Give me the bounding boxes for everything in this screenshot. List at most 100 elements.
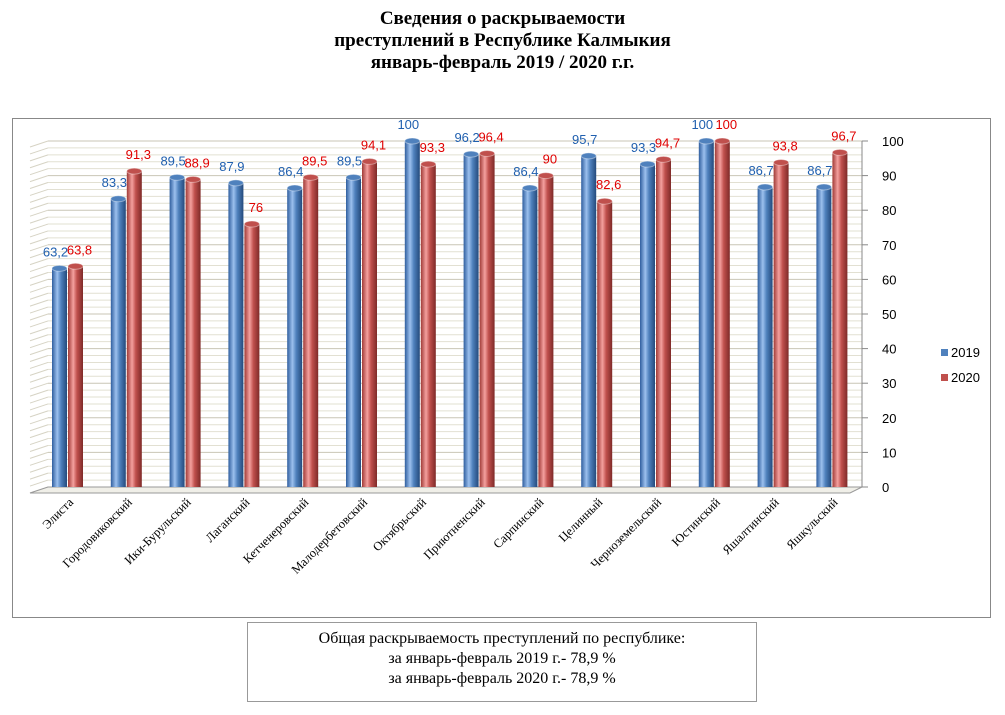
y-tick-label: 50 bbox=[882, 307, 896, 322]
legend-label-2019: 2019 bbox=[951, 345, 980, 360]
gridline-side bbox=[29, 431, 49, 439]
bar-2020 bbox=[244, 224, 260, 488]
bar-2020 bbox=[538, 175, 554, 487]
gridline-side bbox=[29, 251, 49, 259]
data-label-2020: 90 bbox=[543, 152, 557, 167]
gridline-side bbox=[29, 223, 49, 231]
gridline-side bbox=[29, 188, 49, 196]
data-label-2019: 95,7 bbox=[572, 132, 597, 147]
bar-top-2020 bbox=[773, 158, 790, 166]
gridline-side bbox=[29, 292, 49, 300]
gridline-side bbox=[29, 175, 49, 183]
summary-box: Общая раскрываемость преступлений по рес… bbox=[247, 622, 757, 702]
legend-label-2020: 2020 bbox=[951, 370, 980, 385]
summary-line-2: за январь-февраль 2019 г.- 78,9 % bbox=[388, 650, 616, 667]
gridline-side bbox=[29, 368, 49, 376]
gridline-side bbox=[29, 327, 49, 335]
gridline-side bbox=[29, 375, 49, 383]
gridline-side bbox=[29, 438, 49, 446]
gridline-side bbox=[29, 154, 49, 162]
data-label-2019: 93,3 bbox=[631, 140, 656, 155]
gridline-side bbox=[29, 209, 49, 217]
data-label-2019: 86,4 bbox=[513, 164, 538, 179]
x-tick-label: Целинный bbox=[556, 495, 606, 545]
bar-top-2020 bbox=[126, 167, 143, 175]
bar-top-2019 bbox=[110, 195, 127, 203]
bar-top-2019 bbox=[51, 264, 68, 272]
bar-2019 bbox=[640, 164, 655, 487]
bar-2019 bbox=[698, 141, 714, 487]
bar-top-2019 bbox=[169, 173, 186, 181]
data-label-2019: 86,7 bbox=[807, 163, 832, 178]
x-tick-label: Лаганский bbox=[203, 495, 253, 545]
gridline-side bbox=[29, 272, 49, 279]
chart-title: Сведения о раскрываемости преступлений в… bbox=[0, 8, 1005, 74]
gridline-side bbox=[29, 479, 49, 487]
bar-top-2019 bbox=[639, 160, 656, 168]
gridline-side bbox=[29, 313, 49, 321]
bar-2020 bbox=[185, 179, 201, 487]
bar-top-2019 bbox=[580, 152, 597, 160]
data-label-2019: 86,7 bbox=[748, 163, 773, 178]
y-tick-label: 100 bbox=[882, 134, 904, 149]
gridline-side bbox=[29, 237, 49, 245]
bar-2020 bbox=[303, 177, 319, 487]
bar-top-2020 bbox=[361, 157, 378, 165]
bar-top-2020 bbox=[537, 172, 554, 180]
gridline-side bbox=[29, 182, 49, 189]
bar-2020 bbox=[773, 162, 789, 487]
x-tick-label: Яшкульский bbox=[784, 495, 841, 552]
gridline-side bbox=[29, 348, 49, 356]
data-label-2020: 93,8 bbox=[772, 138, 797, 153]
bar-2019 bbox=[52, 268, 67, 487]
gridline-side bbox=[29, 230, 49, 238]
gridline-side bbox=[29, 465, 49, 473]
data-label-2020: 76 bbox=[249, 200, 263, 215]
gridline-side bbox=[29, 396, 49, 404]
bar-top-2020 bbox=[185, 175, 202, 183]
bar-top-2020 bbox=[596, 197, 613, 205]
y-tick-label: 70 bbox=[882, 238, 896, 253]
data-label-2019: 83,3 bbox=[102, 175, 127, 190]
data-label-2019: 100 bbox=[397, 117, 419, 132]
bar-2020 bbox=[832, 152, 848, 487]
gridline-side bbox=[29, 258, 49, 266]
y-tick-label: 20 bbox=[882, 411, 896, 426]
data-label-2020: 82,6 bbox=[596, 177, 621, 192]
data-label-2020: 89,5 bbox=[302, 153, 327, 168]
y-tick-label: 40 bbox=[882, 342, 896, 357]
data-label-2020: 96,4 bbox=[478, 129, 503, 144]
gridline-side bbox=[29, 202, 49, 210]
gridline-side bbox=[29, 451, 49, 459]
x-tick-label: Яшалтинский bbox=[720, 495, 782, 557]
bar-2019 bbox=[816, 187, 832, 487]
x-tick-label: Октябрьский bbox=[370, 495, 429, 554]
data-label-2020: 93,3 bbox=[420, 140, 445, 155]
x-tick-label: Юстинский bbox=[669, 495, 723, 549]
gridline-side bbox=[29, 445, 49, 452]
bar-top-2019 bbox=[521, 184, 538, 192]
data-label-2020: 91,3 bbox=[126, 147, 151, 162]
bar-top-2020 bbox=[714, 137, 731, 145]
bar-2019 bbox=[169, 177, 185, 487]
gridline-side bbox=[29, 299, 49, 307]
legend-marker-2019 bbox=[941, 349, 948, 356]
bar-top-2020 bbox=[67, 262, 84, 270]
y-tick-label: 60 bbox=[882, 272, 896, 287]
data-label-2019: 63,2 bbox=[43, 244, 68, 259]
gridline-side bbox=[29, 361, 49, 369]
gridline-side bbox=[29, 161, 49, 169]
legend-marker-2020 bbox=[941, 374, 948, 381]
gridline-side bbox=[29, 355, 49, 362]
gridline-side bbox=[29, 417, 49, 425]
bar-2020 bbox=[597, 201, 613, 488]
bar-top-2019 bbox=[698, 137, 715, 145]
gridline-side bbox=[29, 458, 49, 466]
gridline-side bbox=[29, 278, 49, 286]
data-label-2020: 100 bbox=[715, 117, 737, 132]
gridline-side bbox=[29, 424, 49, 432]
bar-2019 bbox=[404, 141, 420, 487]
gridline-side bbox=[29, 147, 49, 155]
data-label-2020: 88,9 bbox=[184, 155, 209, 170]
gridline-side bbox=[29, 140, 49, 148]
